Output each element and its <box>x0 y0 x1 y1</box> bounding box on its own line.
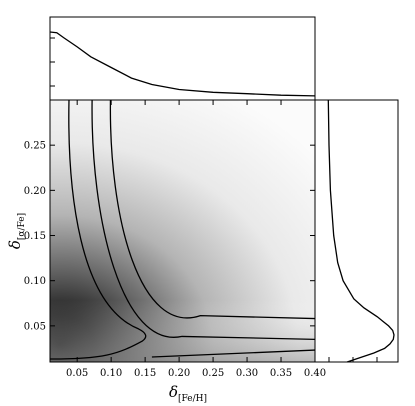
top-marginal-panel <box>49 16 316 101</box>
x-axis-ticks: 0.05 0.10 0.15 0.20 0.25 0.30 0.35 0.40 <box>66 100 326 379</box>
x-tick-label: 0.10 <box>100 368 122 379</box>
x-tick-label: 0.40 <box>304 368 326 379</box>
y-tick-label: 0.15 <box>24 231 46 242</box>
y-axis-ticks: 0.05 0.10 0.15 0.20 0.25 <box>24 141 315 332</box>
x-tick-label: 0.30 <box>236 368 258 379</box>
contour-middle <box>91 100 315 341</box>
main-plot-frame <box>49 99 316 363</box>
contour-outer <box>109 100 315 320</box>
y-tick-label: 0.25 <box>24 141 46 152</box>
top-marginal-curve <box>49 31 316 97</box>
y-tick-label: 0.05 <box>24 321 46 332</box>
x-tick-label: 0.25 <box>202 368 224 379</box>
density-band <box>50 300 315 362</box>
contour-lower-branch <box>151 349 315 358</box>
x-tick-label: 0.05 <box>66 368 88 379</box>
x-tick-label: 0.20 <box>168 368 190 379</box>
x-tick-label: 0.35 <box>270 368 292 379</box>
y-tick-label: 0.10 <box>24 276 46 287</box>
y-tick-label: 0.20 <box>24 186 46 197</box>
y-axis-label: δ[α/Fe] <box>6 213 27 249</box>
right-marginal-curve <box>327 99 395 363</box>
top-marginal-ticks <box>50 37 55 87</box>
x-axis-label: δ[Fe/H] <box>169 383 207 404</box>
contour-inner <box>50 100 147 360</box>
x-tick-label: 0.15 <box>134 368 156 379</box>
